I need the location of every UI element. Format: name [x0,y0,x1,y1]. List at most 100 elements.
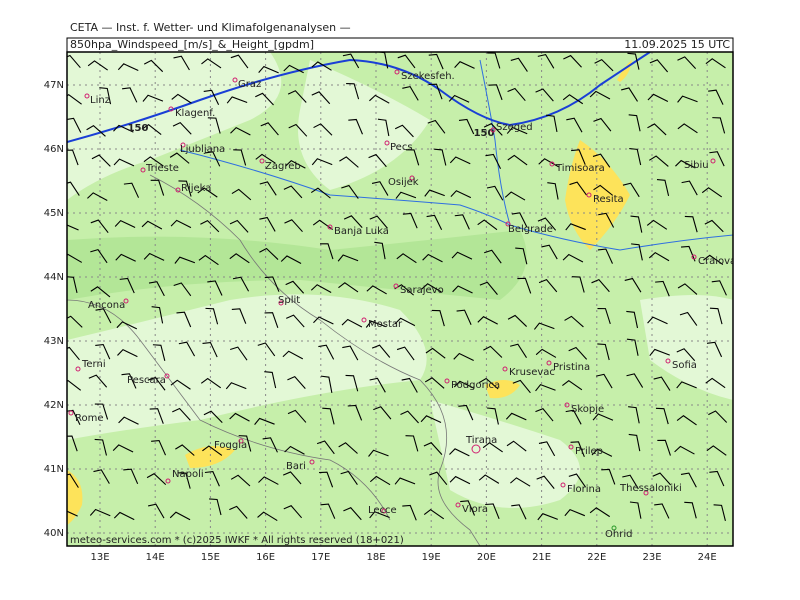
wind-barb [597,308,611,325]
wind-barb [226,96,248,104]
city-label: Thessaloniki [619,483,682,494]
wind-barb [405,435,419,452]
wind-barb [230,54,249,69]
city-label: Szeged [496,122,533,133]
wind-barb [255,153,276,164]
wind-barb [507,87,526,102]
wind-barb [231,188,252,201]
wind-barb [143,252,165,261]
wind-barb [708,89,724,105]
lon-label: 23E [642,552,661,563]
wind-barb [675,159,696,169]
lon-label: 19E [422,552,441,563]
wind-barb [340,470,358,485]
wind-barb [369,475,391,486]
wind-barb [377,118,390,137]
city-label: Belgrade [508,224,553,235]
city-dot [168,106,174,112]
wind-barb [400,410,419,424]
wind-barb [711,280,727,296]
wind-barb [591,279,610,293]
wind-barb [402,504,417,521]
wind-barb [426,214,443,230]
light-area [67,294,427,440]
wind-barb [198,254,219,266]
height-contour [67,52,651,143]
wind-barb [484,249,502,264]
wind-barb [680,245,696,262]
wind-barb [151,306,164,324]
city-dot [393,283,399,289]
river [179,149,511,226]
wind-barb [257,511,278,522]
wind-barb [449,156,471,165]
city-dot [560,482,566,488]
lat-label: 43N [44,336,64,347]
wind-barb [264,276,280,292]
city-label: Skopje [571,404,604,415]
wind-barb [229,412,250,422]
city-dot [75,366,81,372]
wind-barb [238,435,252,452]
city-dot [361,317,367,323]
wind-barb [142,94,164,102]
city-dot [444,378,450,384]
institute: CETA — Inst. f. Wetter- und Klimafolgena… [70,21,351,34]
city-dot [471,444,481,454]
wind-barb [254,417,275,425]
wind-barb [348,118,363,135]
wind-barb [701,187,723,198]
wind-barb [652,472,672,486]
city-label: Foggia [214,440,247,451]
wind-barb [517,277,532,294]
wind-barb [204,471,220,487]
city-dot [84,93,90,99]
city-label: Krusevac [509,367,555,378]
wind-barb [259,181,277,196]
city-dot [381,508,387,514]
wind-barb [87,60,108,71]
wind-barb [229,219,249,233]
wind-barb [394,124,414,138]
wind-barb [147,376,166,391]
wind-barb [343,507,362,521]
wind-barb [374,241,386,260]
lat-label: 44N [44,272,64,283]
wind-barb [510,477,531,487]
city-dot [68,410,74,416]
city-label: Terni [81,359,106,370]
wind-barb [347,404,363,421]
wind-barb [284,219,303,233]
city-dot [691,254,697,260]
wind-barb [338,282,359,293]
lat-label: 47N [44,80,64,91]
wind-barb [628,433,641,452]
wind-barb [369,215,388,229]
wind-barb [282,350,304,360]
wind-barb [512,379,531,394]
city-dot [278,300,284,306]
wind-barb [709,470,725,487]
wind-barb [454,61,475,69]
wind-barb [288,123,308,137]
wind-barb [681,180,698,196]
wind-barbs: 150 150 [67,52,728,522]
product: 850hpa_Windspeed_[m/s]_&_Height_[gpdm] [70,38,314,51]
wind-barb [341,184,359,199]
wind-barb [313,316,334,325]
wind-barb [396,346,415,361]
city-label: Banja Luka [334,226,389,237]
wind-barb [311,158,333,166]
city-dot [327,224,333,230]
wind-barb [451,251,473,260]
wind-barb [564,508,586,517]
coastline [149,174,481,546]
wind-barb [569,181,587,196]
wind-barb [114,219,136,228]
wind-barb [87,192,108,202]
wind-barb [282,471,302,485]
wind-barb [395,191,417,199]
wind-barb [676,381,697,389]
wind-barb [713,504,726,521]
wind-barb [123,468,139,485]
